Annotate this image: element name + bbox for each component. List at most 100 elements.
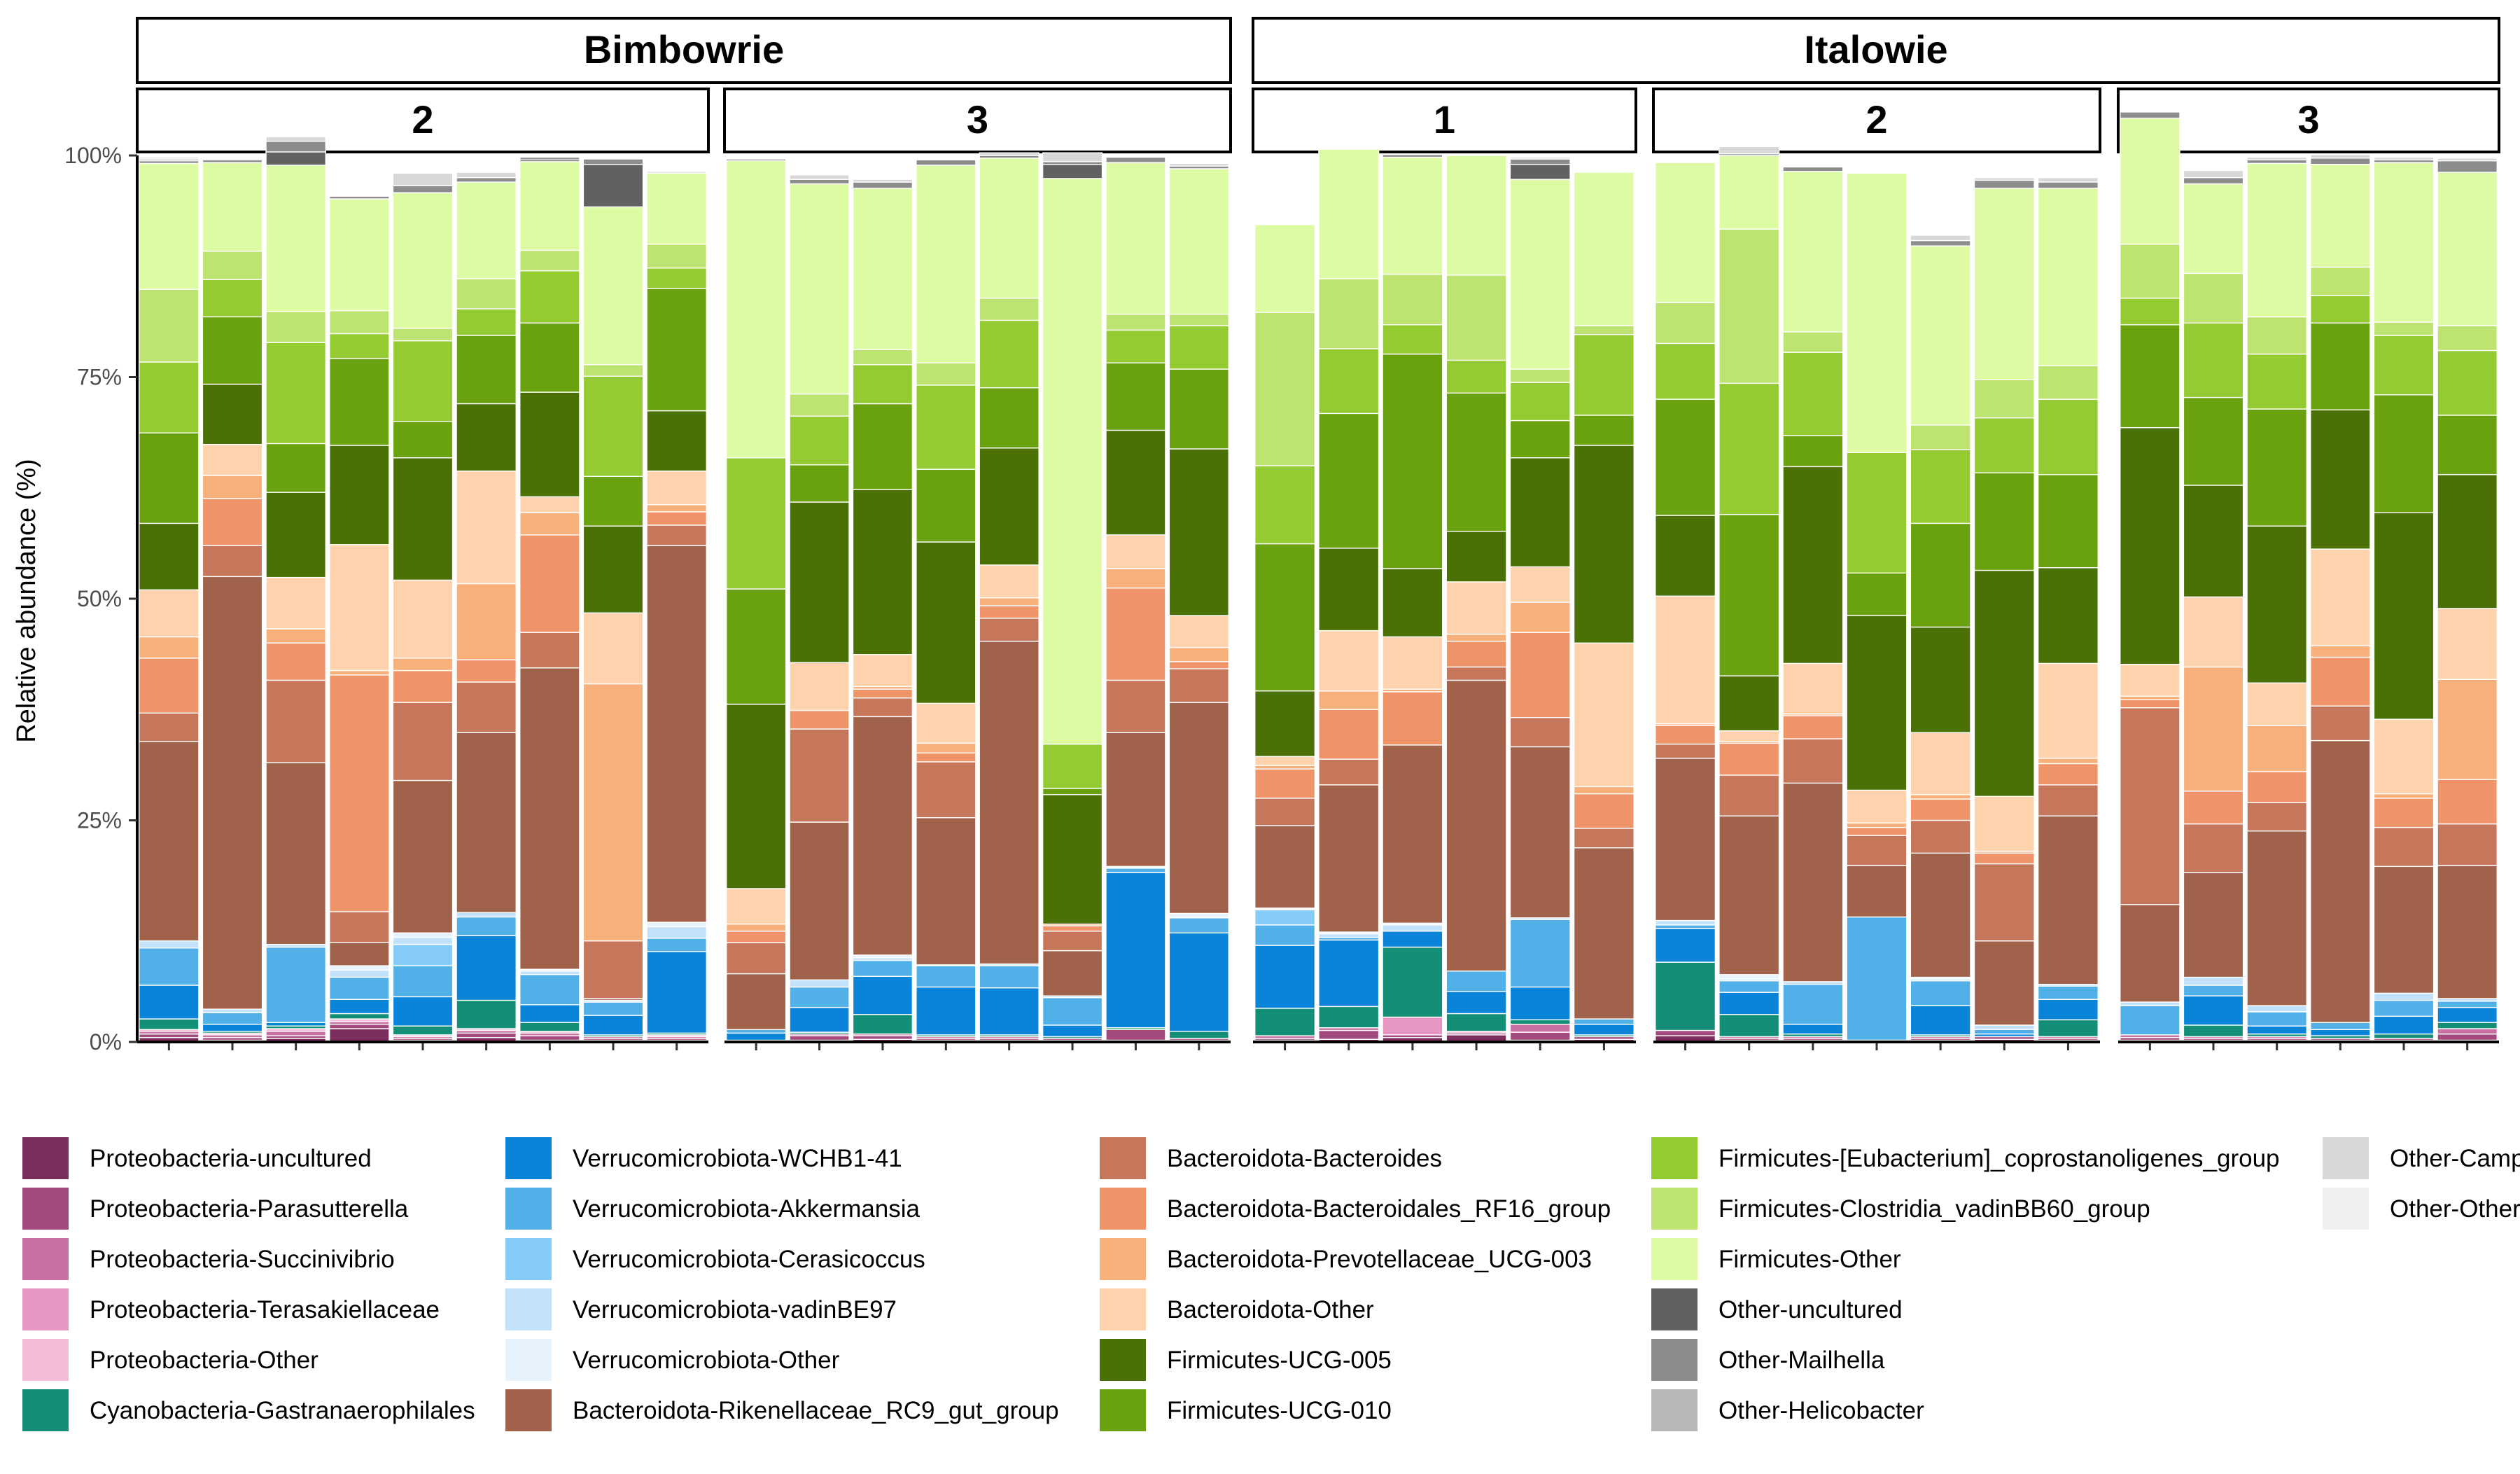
- bar-segment: [726, 1032, 787, 1041]
- bar-segment: [582, 475, 644, 527]
- legend-item: Firmicutes-Clostridia_vadinBB60_group: [1651, 1188, 2150, 1230]
- bar-segment: [1655, 928, 1716, 963]
- bar-segment: [2183, 596, 2244, 668]
- legend-swatch: [1100, 1288, 1146, 1330]
- bar-segment: [852, 403, 913, 490]
- bar-segment: [1042, 1024, 1103, 1038]
- panel-strip: [723, 88, 1232, 153]
- bar-segment: [789, 1035, 850, 1041]
- bar-segment: [2037, 815, 2099, 985]
- bar-segment: [726, 973, 787, 1030]
- bar-segment: [2437, 779, 2498, 825]
- bar-segment: [2437, 679, 2498, 780]
- bar-segment: [1718, 992, 1780, 1015]
- bar-segment: [456, 659, 517, 683]
- bar-segment: [329, 942, 390, 966]
- bar-segment: [1105, 534, 1166, 569]
- legend-item: Firmicutes-[Eubacterium]_coprostanoligen…: [1651, 1137, 2280, 1179]
- bar-segment: [1168, 932, 1229, 1032]
- bar-segment: [789, 1006, 850, 1033]
- stacked-bar: [1718, 146, 1780, 1043]
- panel: 2: [1652, 88, 2101, 1050]
- bar-segment: [1910, 522, 1971, 628]
- bar-segment: [265, 762, 326, 945]
- legend-swatch: [2323, 1137, 2369, 1179]
- bar-segment: [2437, 1028, 2498, 1035]
- bar-segment: [726, 588, 787, 705]
- panel-strip: [1652, 88, 2101, 153]
- bar-segment: [1105, 329, 1166, 363]
- bar-segment: [646, 524, 707, 546]
- bar-segment: [519, 496, 580, 513]
- bar-segment: [2310, 645, 2371, 658]
- bar-segment: [519, 667, 580, 970]
- bar-segment: [726, 923, 787, 932]
- legend-swatch: [2323, 1188, 2369, 1230]
- bar-segment: [202, 279, 263, 318]
- bar-segment: [1446, 991, 1507, 1015]
- bar-segment: [2246, 725, 2307, 772]
- bar-segment: [916, 384, 976, 470]
- bar-segment: [329, 911, 390, 943]
- bar-segment: [1318, 148, 1380, 279]
- legend-item: Other-uncultured: [1651, 1288, 1903, 1330]
- bar-segment: [2246, 771, 2307, 803]
- bar-segment: [2120, 904, 2180, 1003]
- bar-segment: [1168, 448, 1229, 616]
- bar-segment: [1573, 1023, 1634, 1036]
- bar-segment: [852, 181, 913, 189]
- panel-strip-label: 1: [1434, 97, 1455, 141]
- bar-segment: [1509, 382, 1571, 422]
- bar-segment: [519, 512, 580, 536]
- bar-segment: [1973, 417, 2035, 473]
- bar-segment: [1509, 1019, 1571, 1025]
- bar-segment: [519, 391, 580, 498]
- bar-segment: [456, 935, 517, 1001]
- bar-segment: [1655, 1029, 1716, 1036]
- panel-strip-label: 3: [2297, 97, 2319, 141]
- bar-segment: [2310, 656, 2371, 707]
- bar-segment: [726, 160, 787, 459]
- bar-segment: [1446, 155, 1507, 276]
- stacked-bar: [2037, 176, 2099, 1043]
- legend-item: Verrucomicrobiota-WCHB1-41: [505, 1137, 902, 1179]
- panel: 3: [2117, 88, 2500, 1050]
- bar-segment: [1782, 662, 1844, 715]
- bar-segment: [2437, 1033, 2498, 1041]
- bar-segment: [1655, 515, 1716, 597]
- bar-segment: [852, 1014, 913, 1035]
- legend-item: Firmicutes-UCG-010: [1100, 1389, 1392, 1431]
- bar-segment: [1254, 825, 1316, 909]
- bar-segment: [265, 679, 326, 763]
- legend-swatch: [505, 1137, 552, 1179]
- bar-segment: [1973, 863, 2035, 942]
- bar-segment: [2183, 183, 2244, 274]
- bar-segment: [2037, 999, 2099, 1021]
- bar-segment: [1973, 795, 2035, 852]
- bar-segment: [2183, 872, 2244, 978]
- bar-segment: [1973, 188, 2035, 380]
- bar-segment: [519, 971, 580, 975]
- legend-item: Other-Mailhella: [1651, 1339, 1885, 1381]
- bar-segment: [139, 522, 200, 591]
- bar-segment: [789, 821, 850, 981]
- bar-segment: [2183, 995, 2244, 1026]
- bar-segment: [1655, 743, 1716, 759]
- bar-segment: [2373, 321, 2435, 336]
- bar-segment: [1318, 933, 1380, 938]
- stacked-bar: [726, 158, 787, 1043]
- bar-segment: [1254, 909, 1316, 926]
- bar-segment: [1382, 924, 1443, 932]
- bar-segment: [265, 311, 326, 343]
- bar-segment: [1846, 835, 1907, 866]
- bar-segment: [456, 403, 517, 472]
- bar-segment: [1973, 852, 2035, 865]
- bar-segment: [2246, 682, 2307, 726]
- bar-segment: [789, 415, 850, 466]
- legend-swatch: [1651, 1137, 1698, 1179]
- bar-segment: [392, 1025, 454, 1036]
- bar-segment: [979, 298, 1040, 321]
- bar-segment: [456, 308, 517, 336]
- bar-segment: [1718, 228, 1780, 384]
